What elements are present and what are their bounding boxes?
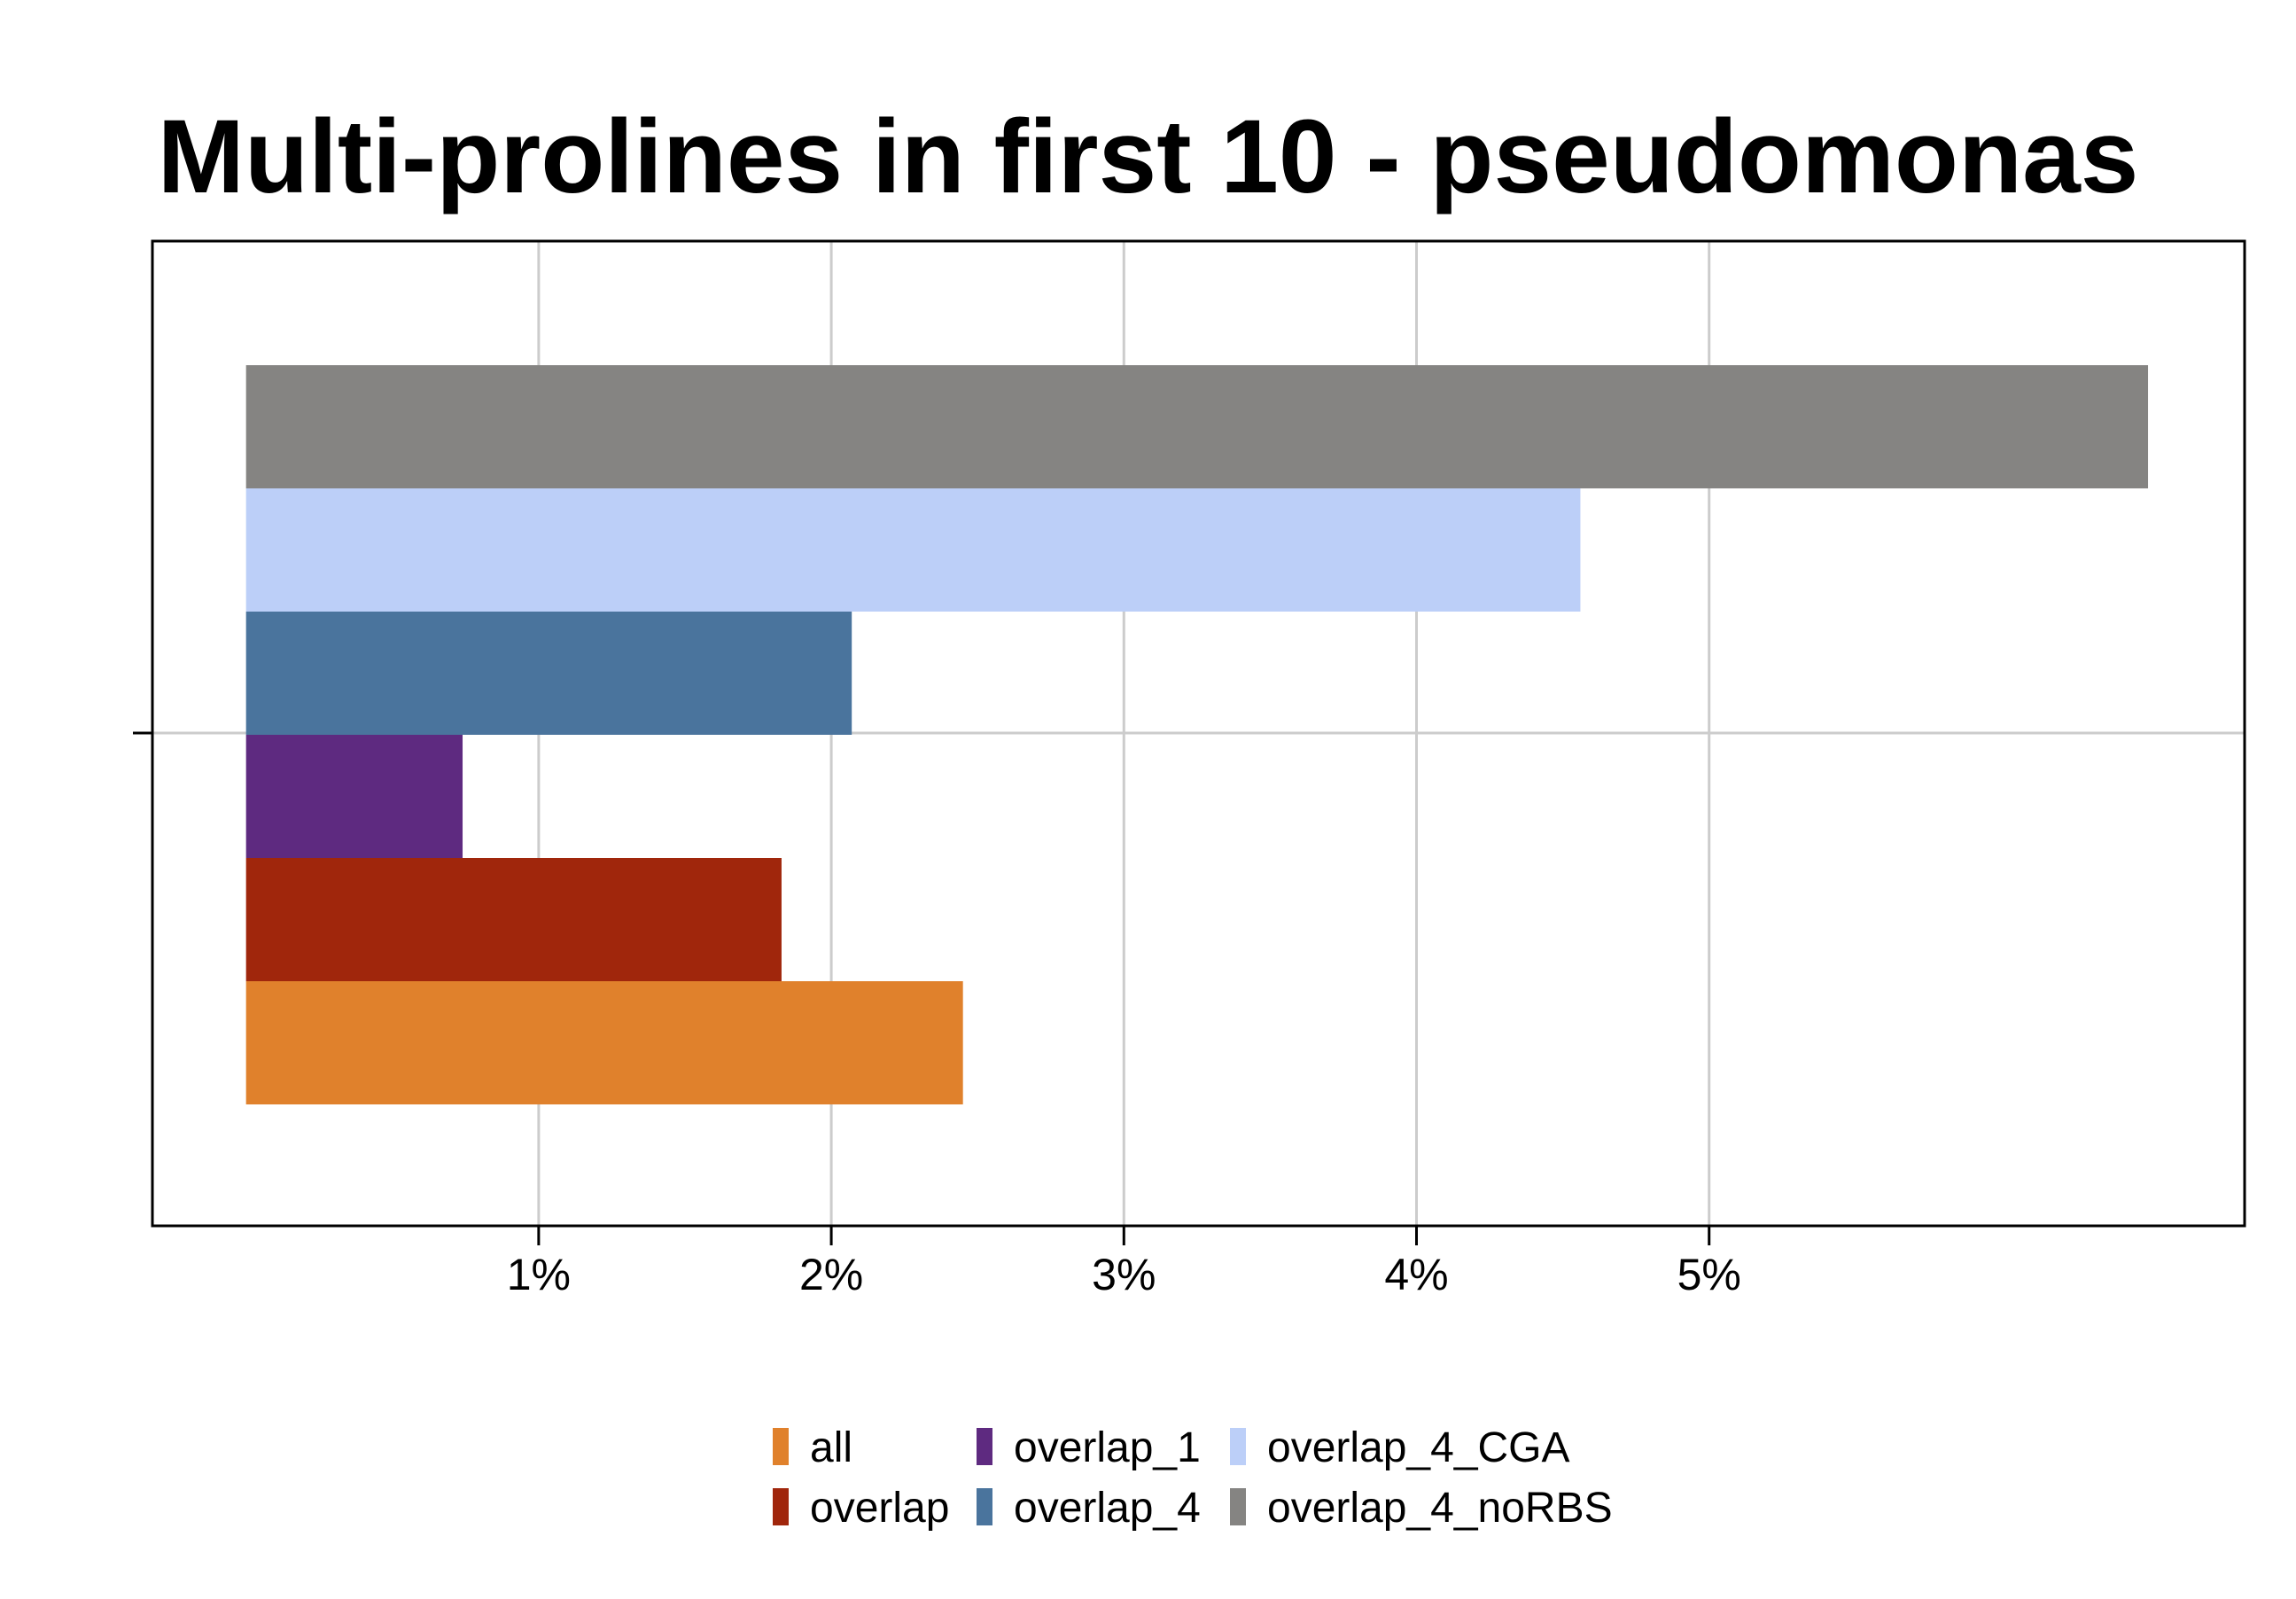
legend-key bbox=[977, 1428, 992, 1465]
legend-key bbox=[1230, 1488, 1246, 1525]
legend-label: overlap_4_noRBS bbox=[1267, 1485, 1613, 1532]
x-tick-label: 4% bbox=[1384, 1250, 1448, 1299]
x-tick-label: 1% bbox=[507, 1250, 571, 1299]
legend-label: overlap_4_CGA bbox=[1267, 1424, 1570, 1471]
legend-key bbox=[977, 1488, 992, 1525]
bar-overlap-4-CGA bbox=[245, 488, 1581, 612]
x-tick-label: 2% bbox=[799, 1250, 863, 1299]
chart-title: Multi-prolines in first 10 - pseudomonas bbox=[157, 98, 2139, 215]
x-tick-label: 5% bbox=[1677, 1250, 1741, 1299]
legend: all overlap overlap_1 overlap_4 overlap_4_CG… bbox=[773, 1424, 1613, 1532]
x-tick-label: 3% bbox=[1092, 1250, 1156, 1299]
legend-label: overlap_1 bbox=[1014, 1424, 1201, 1471]
legend-label: overlap_4 bbox=[1014, 1485, 1201, 1532]
bars-layer bbox=[245, 365, 2149, 1104]
legend-key bbox=[773, 1488, 789, 1525]
bar-overlap-4-noRBS bbox=[245, 365, 2149, 488]
bar-all bbox=[245, 981, 963, 1104]
legend-key bbox=[1230, 1428, 1246, 1465]
bar-overlap-4 bbox=[245, 612, 852, 735]
legend-key bbox=[773, 1428, 789, 1465]
x-axis-ticks: 1% 2% 3% 4% 5% bbox=[507, 1226, 1741, 1299]
legend-label: overlap bbox=[810, 1485, 949, 1532]
legend-label: all bbox=[810, 1424, 852, 1471]
bar-overlap bbox=[245, 858, 782, 981]
bar-overlap-1 bbox=[245, 735, 463, 858]
